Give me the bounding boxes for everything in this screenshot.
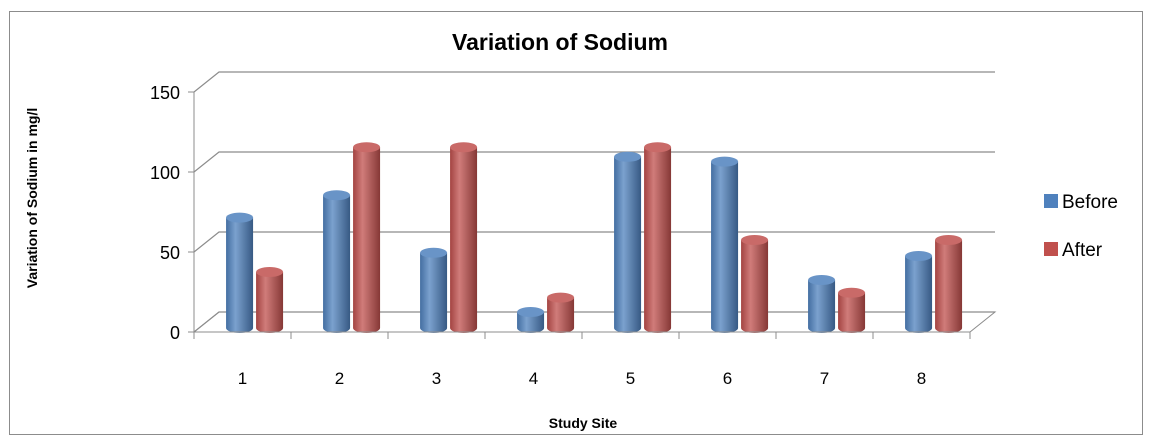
bar-before-4: [517, 307, 545, 333]
bar-top: [644, 142, 672, 153]
y-tick-label: 50: [160, 243, 180, 263]
bars: [226, 142, 963, 333]
legend-swatch: [1044, 194, 1058, 208]
chart-walls: [192, 311, 997, 333]
legend-item-after: After: [1044, 240, 1103, 261]
bar-after-2: [353, 142, 381, 333]
bar-body: [614, 156, 642, 333]
bar-top: [420, 247, 448, 258]
bar-top: [905, 251, 933, 261]
bar-body: [226, 217, 254, 333]
gridline: [193, 231, 995, 253]
bar-top: [808, 275, 836, 285]
chart-floor: [192, 311, 997, 333]
bar-body: [547, 297, 575, 333]
bar-body: [808, 280, 836, 333]
gridline: [193, 151, 995, 173]
bar-top: [323, 190, 351, 201]
bar-before-1: [226, 212, 254, 333]
y-tick-label: 0: [170, 323, 180, 343]
bar-top: [614, 151, 642, 162]
bar-body: [711, 161, 739, 333]
x-tick-label: 6: [723, 369, 732, 388]
bar-body: [517, 312, 545, 333]
legend-label: Before: [1062, 192, 1118, 213]
legend: Before After: [1044, 192, 1118, 261]
x-tick-label: 4: [529, 369, 538, 388]
bar-body: [905, 256, 933, 333]
gridlines: [193, 71, 995, 333]
bar-body: [353, 147, 381, 333]
bar-before-5: [614, 151, 642, 333]
axes: [188, 91, 971, 339]
bar-top: [838, 287, 866, 298]
chart-title: Variation of Sodium: [452, 29, 668, 55]
bar-after-6: [741, 235, 769, 333]
bar-top: [353, 142, 381, 153]
bar-top: [517, 307, 545, 317]
x-tick-label: 3: [432, 369, 441, 388]
bar-top: [711, 156, 739, 167]
bar-top: [547, 292, 575, 303]
bar-before-2: [323, 190, 351, 333]
tick-labels: 0 50 100 150 1 2 3 4 5 6 7 8: [150, 83, 926, 388]
bar-top: [450, 142, 478, 153]
bar-body: [256, 272, 284, 333]
bar-top: [256, 267, 284, 277]
bar-body: [644, 147, 672, 333]
y-tick-label: 100: [150, 163, 180, 183]
bar-after-4: [547, 292, 575, 333]
bar-before-3: [420, 247, 448, 333]
x-tick-label: 1: [238, 369, 247, 388]
y-axis-title: Variation of Sodium in mg/l: [24, 108, 40, 288]
bar-top: [741, 235, 769, 245]
x-tick-label: 8: [917, 369, 926, 388]
bar-body: [838, 292, 866, 333]
legend-label: After: [1062, 240, 1103, 261]
bar-body: [741, 240, 769, 333]
x-axis-title: Study Site: [549, 415, 618, 431]
bar-body: [420, 252, 448, 333]
gridline: [193, 71, 995, 93]
bar-top: [226, 212, 254, 223]
bar-after-3: [450, 142, 478, 333]
y-tick-label: 150: [150, 83, 180, 103]
bar-body: [935, 240, 963, 333]
bar-after-1: [256, 267, 284, 333]
bar-before-7: [808, 275, 836, 333]
legend-item-before: Before: [1044, 192, 1118, 213]
x-tick-label: 2: [335, 369, 344, 388]
bar-after-8: [935, 235, 963, 333]
bar-top: [935, 235, 963, 245]
bar-before-6: [711, 156, 739, 333]
bar-after-7: [838, 287, 866, 333]
x-tick-label: 7: [820, 369, 829, 388]
chart-frame: [9, 11, 1143, 435]
bar-before-8: [905, 251, 933, 333]
bar-after-5: [644, 142, 672, 333]
legend-swatch: [1044, 242, 1058, 256]
x-tick-label: 5: [626, 369, 635, 388]
bar-body: [323, 195, 351, 333]
bar-body: [450, 147, 478, 333]
